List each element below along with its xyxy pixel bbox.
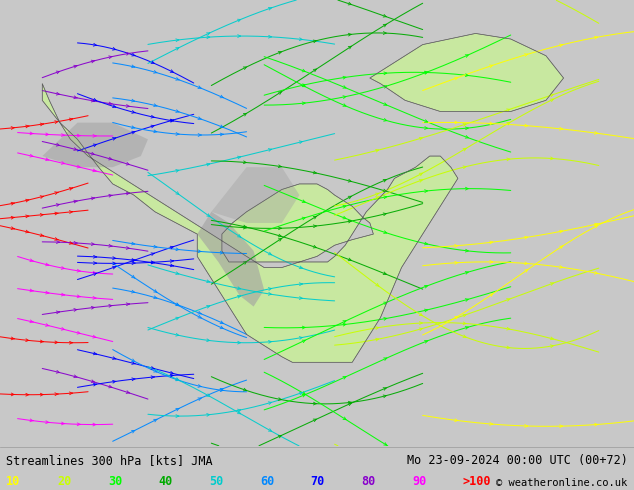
Text: 70: 70 (311, 475, 325, 488)
Text: >100: >100 (463, 475, 491, 488)
Polygon shape (370, 33, 564, 112)
Text: 30: 30 (108, 475, 122, 488)
Text: 40: 40 (158, 475, 172, 488)
Text: 10: 10 (6, 475, 20, 488)
Text: 80: 80 (361, 475, 375, 488)
Text: Mo 23-09-2024 00:00 UTC (00+72): Mo 23-09-2024 00:00 UTC (00+72) (407, 454, 628, 467)
Text: © weatheronline.co.uk: © weatheronline.co.uk (496, 478, 628, 488)
Text: 50: 50 (209, 475, 223, 488)
Polygon shape (42, 84, 458, 362)
Polygon shape (211, 167, 299, 223)
Text: 20: 20 (57, 475, 71, 488)
Polygon shape (197, 212, 264, 307)
Text: Streamlines 300 hPa [kts] JMA: Streamlines 300 hPa [kts] JMA (6, 454, 213, 467)
Text: 90: 90 (412, 475, 426, 488)
Text: 60: 60 (260, 475, 274, 488)
Polygon shape (42, 122, 148, 167)
